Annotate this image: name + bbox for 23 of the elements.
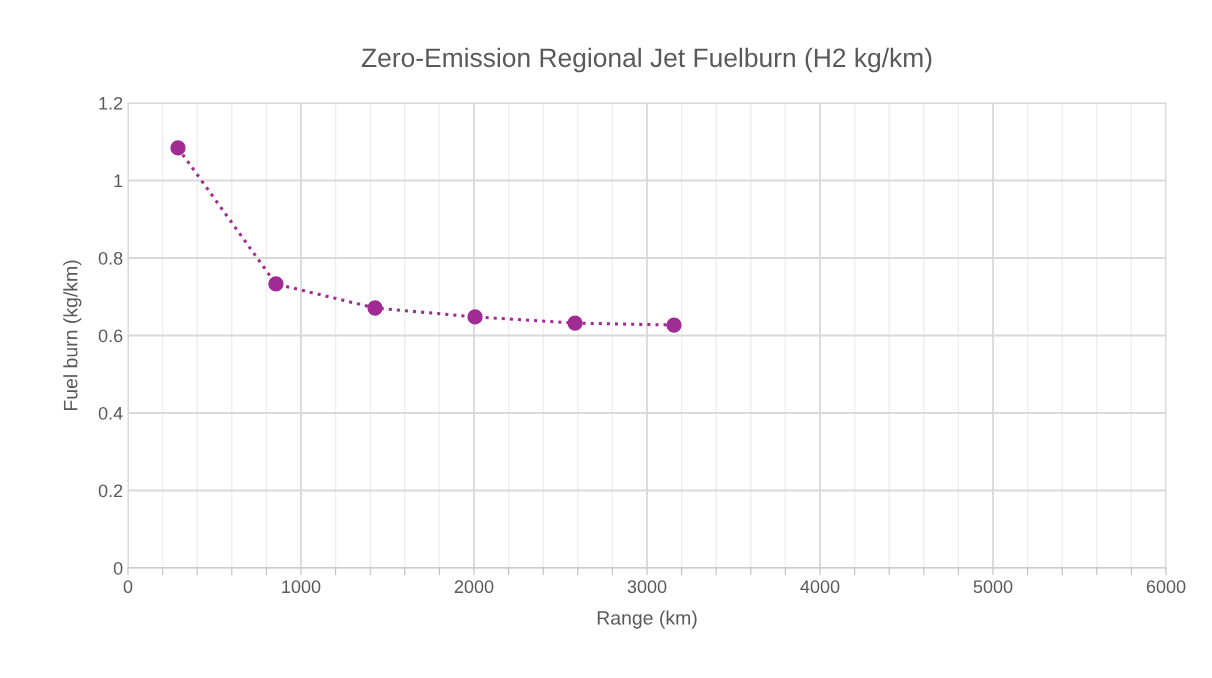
x-axis-title: Range (km): [597, 610, 697, 629]
x-tick-label: 1000: [282, 580, 321, 594]
y-tick-label: 0: [113, 561, 123, 575]
point: [567, 315, 583, 331]
y-tick-label: 0.4: [98, 406, 123, 420]
point: [666, 317, 682, 333]
x-tick-label: 4000: [800, 580, 840, 594]
y-tick-label: 1.2: [99, 96, 123, 110]
point: [367, 300, 383, 316]
y-tick-label: 1: [114, 174, 123, 188]
y-axis-title: Fuel burn (kg/km): [63, 260, 82, 411]
y-tick-label: 0.6: [98, 329, 123, 343]
y-tick-label: 0.8: [98, 251, 123, 265]
x-tick-label: 0: [123, 580, 133, 594]
x-tick-label: 5000: [973, 580, 1013, 594]
point: [268, 276, 284, 292]
chart-title: Zero-Emission Regional Jet Fuelburn (H2 kg/km): [361, 47, 932, 73]
point: [170, 140, 186, 156]
point: [467, 309, 483, 325]
y-tick-label: 0.2: [98, 484, 123, 498]
x-tick-label: 3000: [627, 580, 667, 594]
x-tick-label: 2000: [454, 580, 494, 594]
x-tick-label: 6000: [1146, 580, 1186, 594]
